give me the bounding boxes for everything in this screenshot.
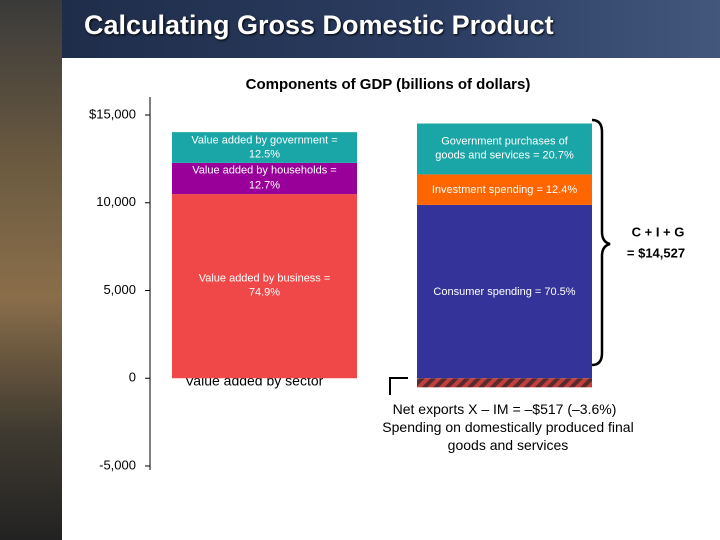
- annotation: C + I + G: [632, 224, 685, 239]
- bar-segment: [417, 174, 592, 205]
- segment-label: Investment spending = 12.4%: [431, 183, 578, 196]
- segment-label: Value added by government = 12.5%: [191, 134, 338, 161]
- y-tick-label: 5,000: [103, 282, 136, 297]
- segment-label: Consumer spending = 70.5%: [433, 285, 576, 298]
- brace: [591, 118, 611, 367]
- chart-title: Components of GDP (billions of dollars): [246, 76, 531, 93]
- bar-segment: [417, 204, 592, 379]
- annotation: = $14,527: [627, 245, 685, 260]
- annotation: Spending on domestically produced final …: [382, 418, 634, 453]
- slide-title: Calculating Gross Domestic Product: [84, 10, 554, 40]
- segment-label: Value added by households = 12.7%: [192, 165, 337, 192]
- bar-segment: [417, 123, 592, 175]
- y-tick-label: -5,000: [99, 457, 136, 472]
- panel: [62, 58, 720, 540]
- segment-label: Government purchases of goods and servic…: [435, 135, 574, 162]
- bar-segment: [172, 194, 357, 379]
- y-tick-label: 0: [129, 370, 136, 385]
- y-tick-label: 10,000: [96, 194, 136, 209]
- header-band: [62, 0, 720, 58]
- y-tick-label: $15,000: [89, 106, 136, 121]
- bar-segment: [172, 162, 357, 195]
- bar-segment: [417, 378, 592, 388]
- segment-label: Value added by business = 74.9%: [198, 272, 331, 300]
- segment-label: Net exports X – IM = –$517 (–3.6%): [392, 401, 617, 418]
- connector: [389, 377, 408, 395]
- bar-segment: [172, 132, 357, 163]
